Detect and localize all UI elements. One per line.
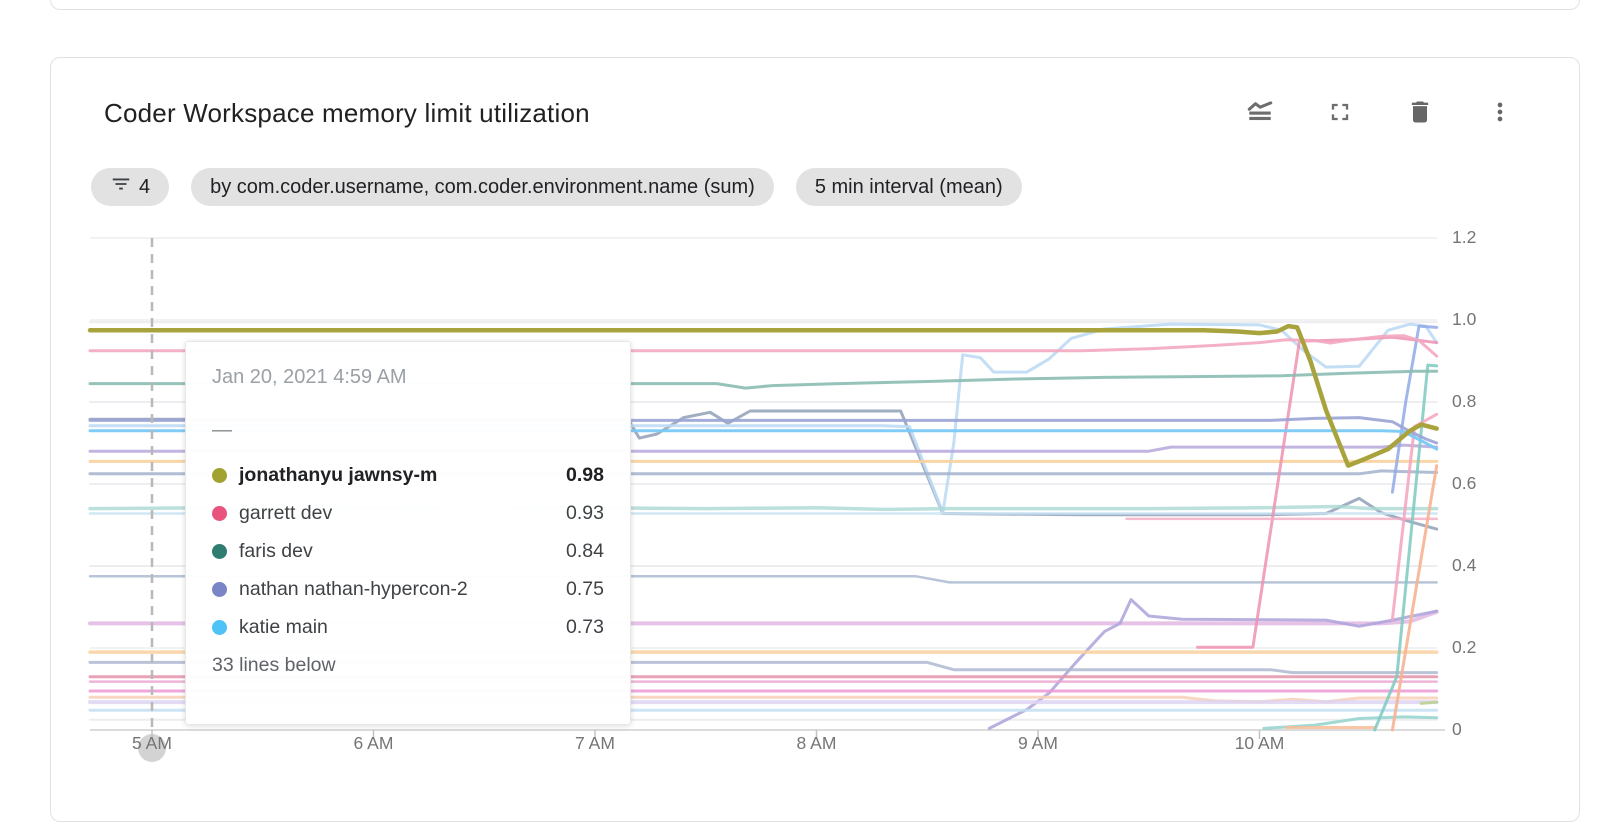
group-by-label: by com.coder.username, com.coder.environ… [210, 175, 755, 198]
series-name: jonathanyu jawnsy-m [239, 464, 438, 486]
group-by-chip[interactable]: by com.coder.username, com.coder.environ… [191, 168, 774, 206]
series-value: 0.75 [566, 578, 604, 600]
tooltip-footer: 33 lines below [212, 654, 336, 676]
y-tick-label: 1.0 [1452, 309, 1477, 329]
chart-type-button[interactable] [1245, 98, 1275, 128]
x-tick-label: 8 AM [796, 733, 837, 753]
chart-title: Coder Workspace memory limit utilization [104, 98, 590, 128]
more-options-icon [1486, 98, 1514, 129]
y-tick-label: 0.4 [1452, 555, 1477, 575]
chart-toolbar [1245, 98, 1515, 128]
filter-count-chip[interactable]: 4 [91, 168, 170, 206]
query-chips: 4 by com.coder.username, com.coder.envir… [91, 168, 1022, 206]
x-tick-label: 10 AM [1234, 733, 1285, 753]
y-tick-label: 0.2 [1452, 637, 1477, 657]
tooltip-empty-value: — [212, 419, 232, 441]
y-tick-label: 0.6 [1452, 473, 1477, 493]
series-value: 0.93 [566, 502, 604, 524]
chart-tooltip: Jan 20, 2021 4:59 AM — jonathanyu jawnsy… [185, 341, 631, 725]
series-color-dot [212, 468, 227, 483]
tooltip-series-row: katie main 0.73 [212, 616, 604, 639]
y-tick-label: 0 [1452, 719, 1462, 739]
series-name: nathan nathan-hypercon-2 [239, 578, 468, 600]
interval-chip[interactable]: 5 min interval (mean) [795, 168, 1022, 206]
x-tick-label: 9 AM [1018, 733, 1058, 753]
chart-type-icon [1246, 98, 1274, 129]
x-tick-label: 7 AM [575, 733, 615, 753]
series-value: 0.84 [566, 540, 604, 562]
y-tick-label: 1.2 [1452, 227, 1477, 247]
series-value: 0.98 [566, 464, 604, 486]
tooltip-series-row: nathan nathan-hypercon-2 0.75 [212, 578, 604, 601]
x-tick-label: 6 AM [353, 733, 394, 753]
more-options-button[interactable] [1485, 98, 1515, 128]
y-tick-label: 0.8 [1452, 391, 1477, 411]
fullscreen-icon [1326, 98, 1354, 129]
series-color-dot [212, 582, 227, 597]
previous-card-edge [50, 0, 1580, 10]
tooltip-series-list: jonathanyu jawnsy-m 0.98 garrett dev 0.93 fa… [212, 464, 604, 639]
series-color-dot [212, 620, 227, 635]
interval-label: 5 min interval (mean) [814, 175, 1003, 198]
series-value: 0.73 [566, 616, 604, 638]
series-color-dot [212, 506, 227, 521]
tooltip-series-row: faris dev 0.84 [212, 540, 604, 563]
x-tick-label: 5 AM [132, 733, 172, 753]
series-name: garrett dev [239, 502, 333, 524]
delete-button[interactable] [1405, 98, 1435, 128]
fullscreen-button[interactable] [1325, 98, 1355, 128]
tooltip-series-row: jonathanyu jawnsy-m 0.98 [212, 464, 604, 487]
series-name: faris dev [239, 540, 313, 562]
tooltip-series-row: garrett dev 0.93 [212, 502, 604, 525]
filter-count-label: 4 [139, 175, 151, 198]
series-color-dot [212, 544, 227, 559]
tooltip-timestamp: Jan 20, 2021 4:59 AM [212, 366, 407, 388]
series-name: katie main [239, 616, 328, 638]
trash-icon [1406, 98, 1434, 129]
filter-list-icon [110, 173, 139, 201]
